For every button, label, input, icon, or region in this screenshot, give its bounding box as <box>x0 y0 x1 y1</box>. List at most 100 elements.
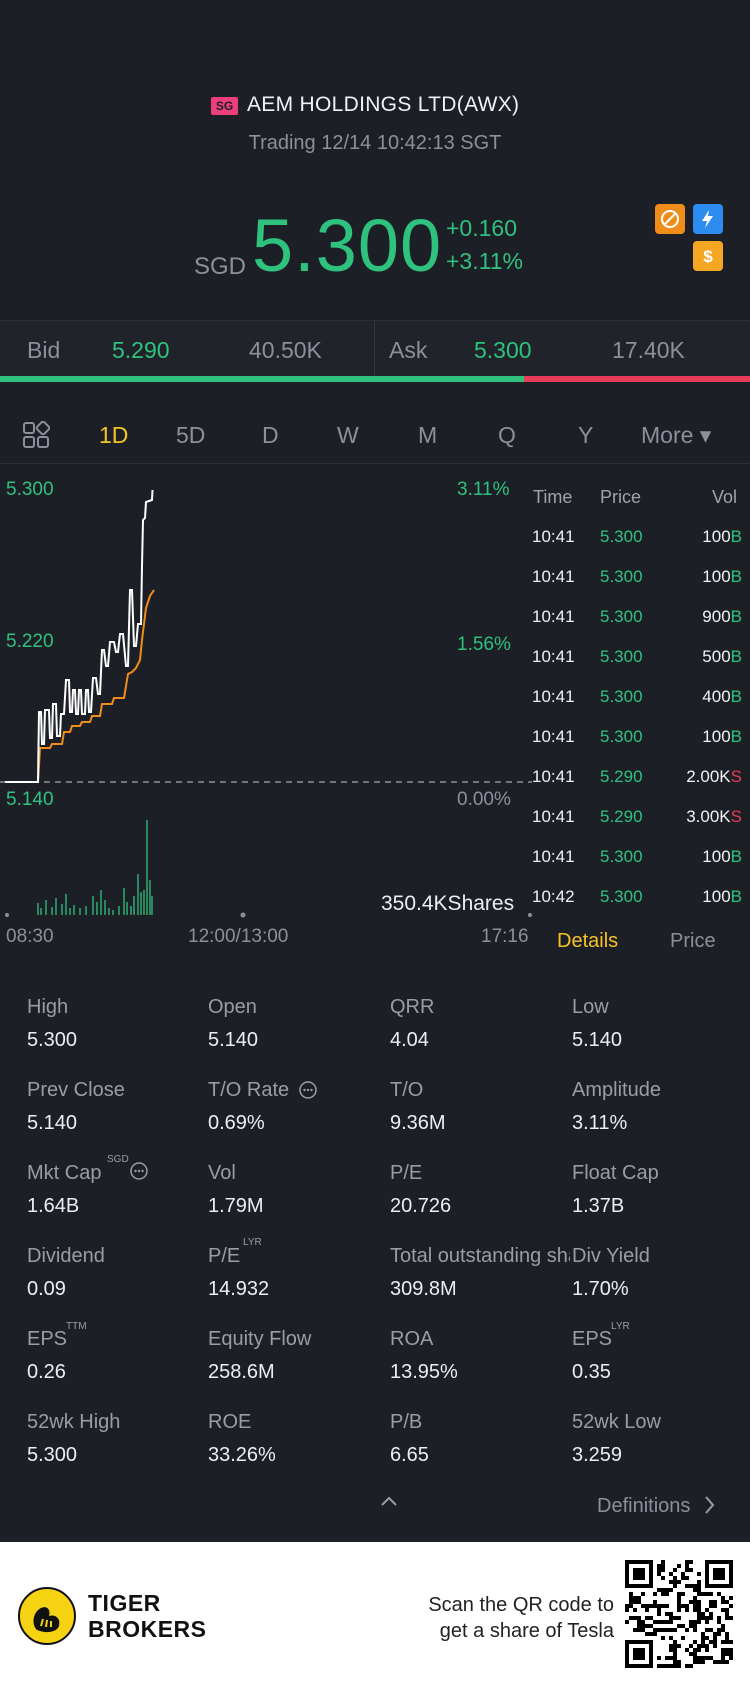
stat-label: Open <box>208 996 257 1018</box>
stat-label: QRR <box>390 996 435 1018</box>
last-price: 5.300 <box>252 204 443 287</box>
stat-label: ROE <box>208 1411 252 1433</box>
trade-volume: 100B <box>702 567 742 587</box>
trade-side: B <box>730 687 742 706</box>
tab-w[interactable]: W <box>337 422 359 448</box>
trade-price: 5.300 <box>600 607 643 626</box>
trade-time: 10:41 <box>532 767 575 786</box>
trades-header-time: Time <box>533 487 573 507</box>
trade-price: 5.300 <box>600 567 643 586</box>
qr-code[interactable] <box>625 1560 733 1668</box>
tab-d[interactable]: D <box>262 422 279 448</box>
trade-vol-value: 100 <box>702 527 731 546</box>
trade-volume: 100B <box>702 847 742 867</box>
intraday-chart[interactable] <box>0 490 532 920</box>
time-mid: 12:00/13:00 <box>188 926 289 947</box>
tab-1d[interactable]: 1D <box>99 422 129 448</box>
bid-ask-bar: Bid 5.290 40.50K Ask 5.300 17.40K <box>0 320 750 377</box>
stat-value: 5.300 <box>27 1029 78 1051</box>
tab-m[interactable]: M <box>418 422 438 448</box>
mkt-cap-currency: SGD <box>107 1154 129 1165</box>
grid-layout-icon[interactable] <box>22 420 51 454</box>
trade-row: 10:41 5.300 100B <box>532 527 742 557</box>
flash-icon[interactable] <box>693 204 723 234</box>
bid-size: 40.50K <box>249 337 322 363</box>
stat-value: 5.140 <box>27 1112 78 1134</box>
trading-status: Trading 12/14 10:42:13 SGT <box>248 132 502 154</box>
tab-q[interactable]: Q <box>498 422 516 448</box>
trade-row: 10:41 5.290 3.00KS <box>532 807 742 837</box>
tab-5d[interactable]: 5D <box>176 422 206 448</box>
trades-header-vol: Vol <box>712 487 738 507</box>
tab-price[interactable]: Price <box>670 930 716 952</box>
price-change: +0.160 <box>446 215 517 241</box>
stat-label: Div Yield <box>572 1245 650 1267</box>
trade-row: 10:41 5.300 100B <box>532 567 742 597</box>
trade-volume: 500B <box>702 647 742 667</box>
volume-bars <box>37 820 153 915</box>
y-label-mid: 5.220 <box>6 631 54 652</box>
trade-side: B <box>730 527 742 546</box>
trade-time: 10:41 <box>532 647 575 666</box>
trade-price: 5.300 <box>600 887 643 906</box>
stat-value: 14.932 <box>208 1278 270 1300</box>
chevron-right-icon[interactable] <box>703 1494 715 1521</box>
price-change-pct: +3.11% <box>446 248 523 274</box>
currency-label: SGD <box>194 253 247 280</box>
eps-lyr-superscript: LYR <box>611 1321 630 1332</box>
trade-volume: 100B <box>702 727 742 747</box>
to-rate-info-icon[interactable] <box>298 1080 318 1105</box>
scan-line-2: get a share of Tesla <box>439 1620 614 1642</box>
market-badge: SG <box>211 97 238 115</box>
trade-time: 10:41 <box>532 607 575 626</box>
stat-value: 0.09 <box>27 1278 66 1300</box>
mkt-cap-info-icon[interactable] <box>129 1161 149 1186</box>
stat-label: T/O <box>390 1079 424 1101</box>
stat-label: ROA <box>390 1328 434 1350</box>
stat-label: Dividend <box>27 1245 105 1267</box>
tab-more[interactable]: More ▾ <box>641 422 712 448</box>
trade-row: 10:42 5.300 100B <box>532 887 742 917</box>
definitions-link[interactable]: Definitions <box>597 1495 691 1517</box>
stat-value: 1.64B <box>27 1195 80 1217</box>
stat-value: 13.95% <box>390 1361 458 1383</box>
bid-ask-divider <box>374 321 375 377</box>
stat-label: Float Cap <box>572 1162 659 1184</box>
pe-lyr-superscript: LYR <box>243 1237 262 1248</box>
trade-row: 10:41 5.300 900B <box>532 607 742 637</box>
stat-label: Equity Flow <box>208 1328 312 1350</box>
trade-time: 10:41 <box>532 567 575 586</box>
stat-value: 33.26% <box>208 1444 276 1466</box>
y-label-low: 5.140 <box>6 789 54 810</box>
stat-value: 4.04 <box>390 1029 429 1051</box>
trade-price: 5.300 <box>600 687 643 706</box>
bid-label: Bid <box>27 337 61 363</box>
stat-label: Prev Close <box>27 1079 125 1101</box>
trade-volume: 100B <box>702 527 742 547</box>
stat-label: Amplitude <box>572 1079 661 1101</box>
trade-row: 10:41 5.300 100B <box>532 727 742 757</box>
trade-price: 5.300 <box>600 647 643 666</box>
pct-label-high: 3.11% <box>457 479 510 500</box>
no-short-icon[interactable] <box>655 204 685 234</box>
trade-vol-value: 100 <box>702 847 731 866</box>
trade-volume: 100B <box>702 887 742 907</box>
trade-price: 5.300 <box>600 727 643 746</box>
pct-label-mid: 1.56% <box>457 634 511 655</box>
collapse-chevron-icon[interactable] <box>380 1494 398 1512</box>
trade-volume: 3.00KS <box>686 807 742 827</box>
brand-line-2: BROKERS <box>88 1616 207 1642</box>
trade-time: 10:41 <box>532 807 575 826</box>
tab-y[interactable]: Y <box>578 422 594 448</box>
stat-value: 5.140 <box>208 1029 259 1051</box>
trade-vol-value: 100 <box>702 567 731 586</box>
stat-label: 52wk High <box>27 1411 121 1433</box>
ask-label: Ask <box>389 337 428 363</box>
trade-price: 5.290 <box>600 807 643 826</box>
stat-value: 309.8M <box>390 1278 457 1300</box>
tab-details[interactable]: Details <box>557 930 619 952</box>
trade-vol-value: 100 <box>702 727 731 746</box>
dollar-icon[interactable]: $ <box>693 241 723 271</box>
period-tabs: 1D 5D D W M Q Y More ▾ <box>0 408 750 464</box>
trade-vol-value: 3.00K <box>686 807 731 826</box>
